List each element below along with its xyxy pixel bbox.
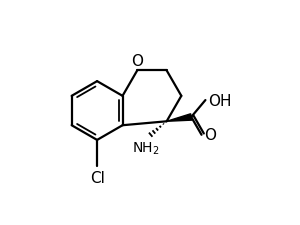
Text: Cl: Cl xyxy=(90,170,104,185)
Text: NH$_2$: NH$_2$ xyxy=(132,140,160,156)
Text: O: O xyxy=(131,54,143,69)
Polygon shape xyxy=(167,114,192,122)
Text: OH: OH xyxy=(208,93,231,108)
Text: O: O xyxy=(204,128,216,143)
